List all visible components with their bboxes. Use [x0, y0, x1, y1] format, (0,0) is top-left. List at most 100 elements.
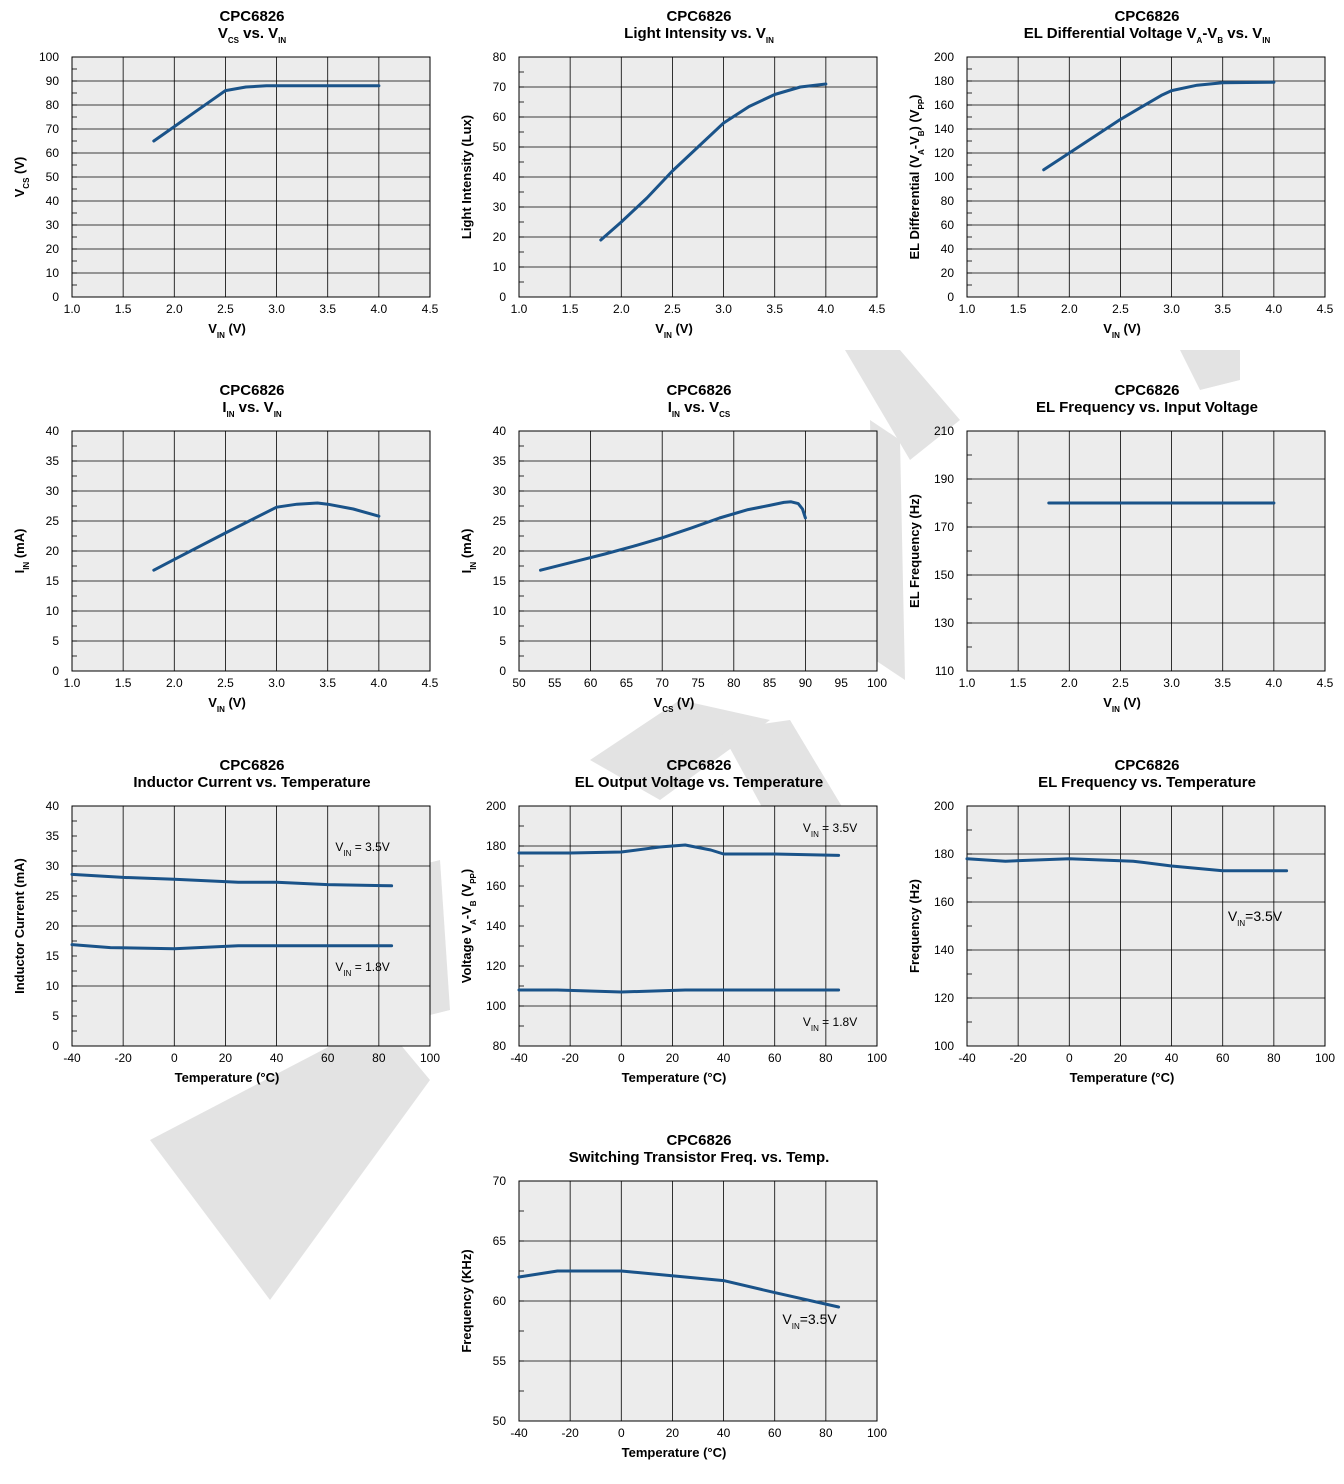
plot-border	[71, 805, 431, 1047]
chart-title-line-2: Switching Transistor Freq. vs. Temp.	[569, 1149, 830, 1166]
text-part: V	[335, 840, 343, 854]
x-tick-label: 70	[656, 676, 670, 690]
subscript: IN	[1112, 331, 1120, 340]
y-tick-label: 20	[941, 266, 955, 280]
series-line-1	[517, 843, 841, 857]
y-tick-label: 100	[934, 1039, 954, 1053]
x-tick-label: 0	[1066, 1051, 1073, 1065]
text-part: V	[803, 1015, 811, 1029]
chart-panel-switching-transistor-freq-vs-temp: CPC6826 Switching Transistor Freq. vs. Te…	[447, 1124, 894, 1484]
text-part: Switching Transistor Freq. vs. Temp.	[569, 1149, 830, 1166]
y-tick-label: 70	[493, 1174, 507, 1188]
chart-title-line-1: CPC6826	[1114, 382, 1179, 399]
x-tick-label: 1.0	[64, 302, 81, 316]
x-tick-label: 3.0	[268, 302, 285, 316]
y-tick-label: 190	[934, 472, 954, 486]
y-tick-label: 10	[46, 266, 60, 280]
plot-area	[519, 806, 877, 1046]
text-part: (mA)	[12, 529, 27, 562]
subscript: IN	[811, 830, 819, 839]
chart-title-line-1: CPC6826	[666, 8, 731, 25]
series-line-1	[517, 1269, 841, 1309]
subscript: IN	[672, 410, 680, 419]
plot-border	[518, 1180, 878, 1422]
text-part: vs. V	[239, 25, 278, 42]
text-part: = 1.8V	[819, 1015, 857, 1029]
y-axis-label: Voltage VA-VB (VPP)	[459, 869, 478, 983]
series-line-1	[152, 84, 381, 143]
y-tick-label: 180	[934, 74, 954, 88]
subscript: PP	[469, 872, 478, 883]
subscript: IN	[1262, 36, 1270, 45]
x-tick-label: -40	[63, 1051, 81, 1065]
x-tick-label: -40	[510, 1426, 528, 1440]
text-part: Temperature (°C)	[1070, 1070, 1175, 1085]
x-tick-label: 3.5	[319, 302, 336, 316]
x-tick-label: 2.0	[1061, 676, 1078, 690]
y-axis-label: EL Frequency (Hz)	[907, 494, 922, 608]
series-annotation: VIN = 1.8V	[803, 1015, 857, 1033]
y-tick-label: 210	[934, 424, 954, 438]
text-part: vs. V	[234, 399, 273, 416]
x-tick-label: 1.5	[115, 302, 132, 316]
x-tick-label: 85	[763, 676, 777, 690]
chart-title-line-2: VCS vs. VIN	[218, 25, 287, 45]
text-part: V	[654, 695, 663, 710]
chart-title-line-1: CPC6826	[1114, 8, 1179, 25]
text-part: )	[459, 869, 474, 873]
y-tick-label: 160	[934, 98, 954, 112]
x-tick-label: 20	[666, 1051, 680, 1065]
y-tick-label: 20	[493, 544, 507, 558]
text-part: vs. V	[1223, 25, 1262, 42]
y-tick-label: 10	[493, 604, 507, 618]
y-tick-label: 50	[493, 1414, 507, 1428]
text-part: Inductor Current (mA)	[12, 858, 27, 994]
y-tick-label: 20	[46, 242, 60, 256]
plot-border	[966, 430, 1326, 672]
y-tick-label: 5	[52, 1009, 59, 1023]
y-axis-label: Light Intensity (Lux)	[459, 115, 474, 239]
x-tick-label: 60	[768, 1051, 782, 1065]
y-tick-label: 15	[46, 574, 60, 588]
y-tick-label: 0	[499, 664, 506, 678]
y-tick-label: 0	[947, 290, 954, 304]
x-tick-label: 3.5	[319, 676, 336, 690]
text-part: (V	[459, 883, 474, 900]
y-axis-label: VCS (V)	[12, 157, 31, 198]
x-tick-label: 0	[171, 1051, 178, 1065]
text-part: I	[222, 399, 226, 416]
y-axis-label: Frequency (Hz)	[907, 879, 922, 973]
x-axis-label: VIN (V)	[208, 321, 246, 340]
text-part: Inductor Current vs. Temperature	[133, 774, 370, 791]
plot-border	[966, 805, 1326, 1047]
y-tick-label: 60	[493, 110, 507, 124]
text-part: V	[218, 25, 228, 42]
text-part: = 3.5V	[819, 821, 857, 835]
subscript: CS	[719, 410, 731, 419]
text-part: V	[208, 695, 217, 710]
chart-title-line-1: CPC6826	[219, 8, 284, 25]
x-tick-label: 20	[1114, 1051, 1128, 1065]
subscript: IN	[766, 36, 774, 45]
subscript: IN	[274, 410, 282, 419]
text-part: V	[782, 1311, 792, 1327]
y-tick-label: 150	[934, 568, 954, 582]
x-tick-label: -20	[114, 1051, 132, 1065]
text-part: V	[1103, 695, 1112, 710]
text-part: CPC6826	[1114, 382, 1179, 399]
subscript: CS	[662, 705, 674, 714]
text-part: (V)	[672, 321, 693, 336]
text-part: Voltage V	[459, 925, 474, 984]
y-tick-label: 120	[934, 146, 954, 160]
y-axis-label: IIN (mA)	[459, 529, 478, 574]
x-tick-label: 1.5	[562, 302, 579, 316]
y-tick-label: 140	[934, 122, 954, 136]
y-tick-label: 5	[499, 634, 506, 648]
y-tick-label: 0	[52, 1039, 59, 1053]
x-tick-label: 1.0	[64, 676, 81, 690]
y-tick-label: 200	[486, 799, 506, 813]
x-tick-label: 2.5	[1112, 676, 1129, 690]
y-axis-label: Inductor Current (mA)	[12, 858, 27, 994]
y-tick-label: 70	[493, 80, 507, 94]
y-tick-label: 40	[46, 194, 60, 208]
